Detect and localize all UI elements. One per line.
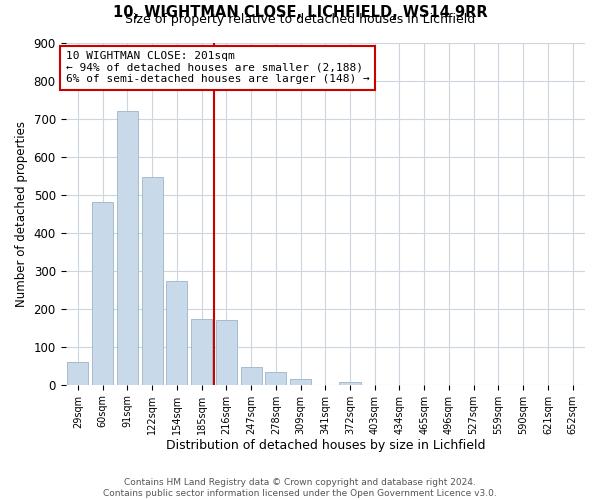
Text: Contains HM Land Registry data © Crown copyright and database right 2024.
Contai: Contains HM Land Registry data © Crown c… [103, 478, 497, 498]
Text: 10, WIGHTMAN CLOSE, LICHFIELD, WS14 9RR: 10, WIGHTMAN CLOSE, LICHFIELD, WS14 9RR [113, 5, 487, 20]
Bar [191, 320, 212, 384]
Bar [216, 320, 237, 384]
Bar [92, 202, 113, 384]
Bar [142, 178, 163, 384]
Text: Size of property relative to detached houses in Lichfield: Size of property relative to detached ho… [125, 12, 475, 26]
Bar [241, 367, 262, 384]
Bar [290, 379, 311, 384]
Bar [340, 382, 361, 384]
Bar [117, 111, 138, 384]
Bar [67, 362, 88, 384]
Y-axis label: Number of detached properties: Number of detached properties [15, 120, 28, 306]
X-axis label: Distribution of detached houses by size in Lichfield: Distribution of detached houses by size … [166, 440, 485, 452]
Text: 10 WIGHTMAN CLOSE: 201sqm
← 94% of detached houses are smaller (2,188)
6% of sem: 10 WIGHTMAN CLOSE: 201sqm ← 94% of detac… [65, 51, 369, 84]
Bar [265, 372, 286, 384]
Bar [166, 282, 187, 385]
